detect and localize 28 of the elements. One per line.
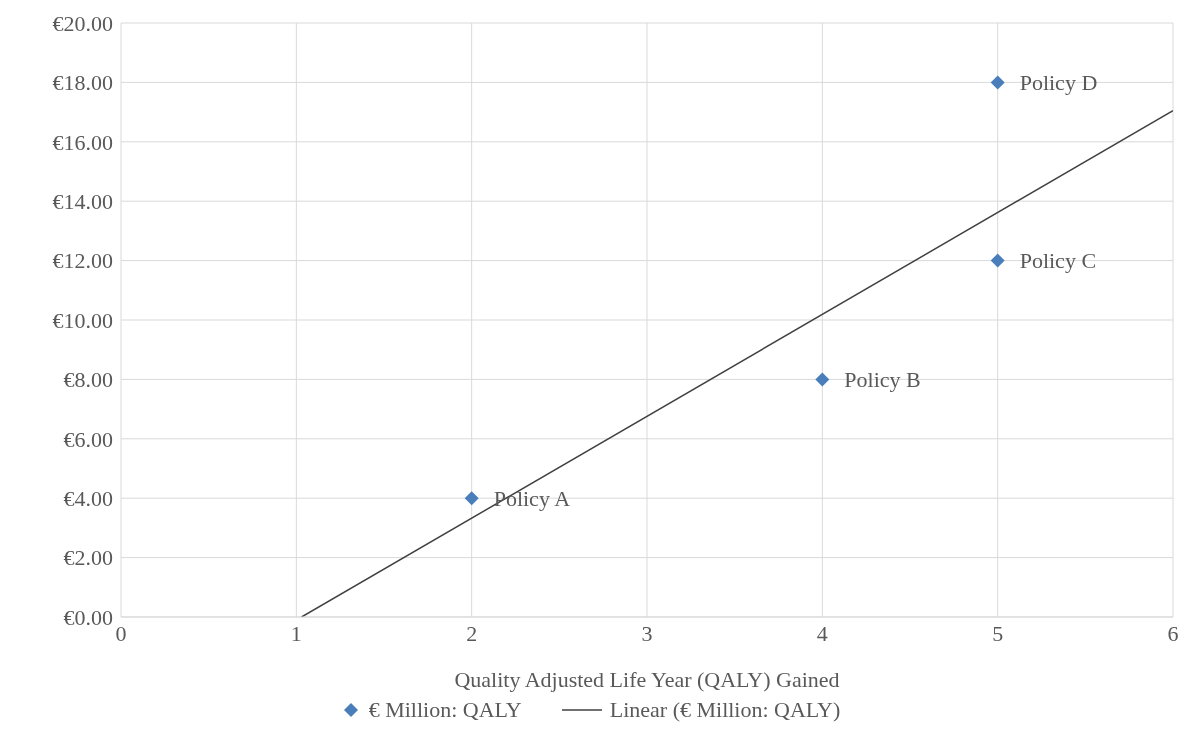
annotation: Policy C [1019,248,1097,274]
y-tick-label: €12.00 [52,248,113,274]
y-tick-label: €8.00 [63,367,113,393]
point [464,491,479,506]
x-tick-label: 6 [1167,620,1179,646]
legend-label: Linear (€ Million: QALY) [608,697,841,723]
y-tick-label: €14.00 [52,189,113,215]
x-tick-label: 0 [115,620,127,646]
y-tick-label: €6.00 [63,426,113,452]
y-tick-label: €2.00 [63,545,113,571]
x-tick-label: 4 [816,620,828,646]
annotation: Policy D [1019,70,1098,96]
x-tick-label: 2 [466,620,478,646]
x-tick-label: 5 [992,620,1004,646]
point [990,253,1005,268]
x-tick-label: 3 [641,620,653,646]
y-tick-label: €20.00 [52,10,113,36]
point [990,75,1005,90]
legend-label: € Million: QALY [367,697,522,723]
y-tick-label: €10.00 [52,307,113,333]
y-tick-label: €0.00 [63,604,113,630]
y-tick-label: €16.00 [52,129,113,155]
x-axis-title: Quality Adjusted Life Year (QALY) Gained [454,667,840,692]
annotation: Policy B [844,367,921,393]
point [815,372,830,387]
y-tick-label: €4.00 [63,486,113,512]
y-tick-label: €18.00 [52,70,113,96]
x-tick-label: 1 [290,620,302,646]
